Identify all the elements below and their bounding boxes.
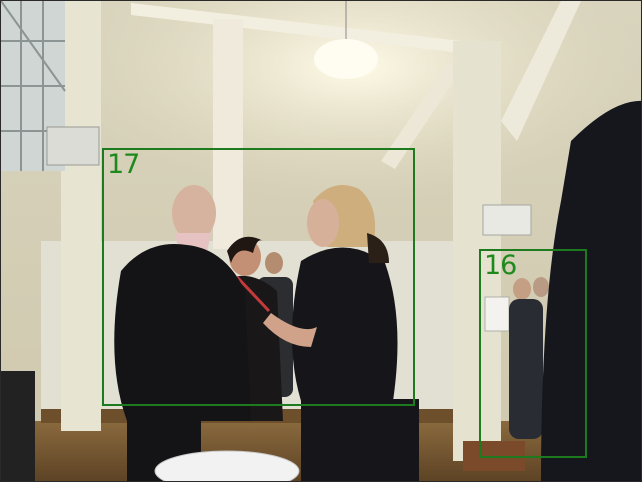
person-foreground-right (541, 101, 641, 481)
diagonal-beam (381, 61, 459, 169)
speaker-right (482, 204, 532, 236)
detection-box-17: 17 (102, 148, 415, 406)
wall-notice (484, 296, 510, 332)
window-lattice (1, 1, 66, 171)
person-blonde-woman (263, 185, 419, 481)
foreground-table (154, 450, 300, 481)
lamp-shade (314, 39, 378, 79)
right-beam (501, 1, 581, 141)
left-pillar (61, 1, 101, 431)
detection-box-16: 16 (479, 249, 587, 458)
person-background-right (509, 277, 549, 439)
ceiling-beam-left (131, 3, 461, 53)
person-bald-man (114, 185, 252, 481)
speaker-left (46, 126, 100, 166)
center-pillar (213, 19, 243, 249)
dark-cabinet (1, 371, 35, 481)
right-pillar (453, 41, 501, 461)
detection-label-17: 17 (107, 149, 140, 180)
detection-label-16: 16 (484, 250, 517, 281)
